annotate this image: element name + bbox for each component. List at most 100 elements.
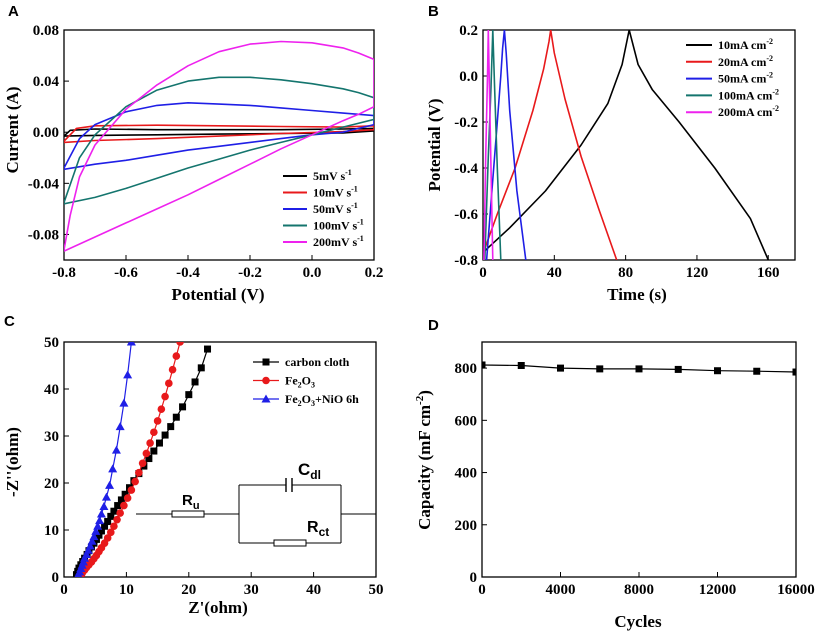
data-point-c (101, 522, 109, 530)
data-point-d (753, 367, 761, 375)
legend-label-b: 200mA cm-2 (718, 104, 779, 119)
plot-area-d: 0 4000 8000 12000 16000 800 600 400 200 0 (455, 341, 815, 598)
x-tick-label: 0 (478, 582, 486, 598)
data-point-c (172, 413, 180, 421)
y-axis-label-b: Potential (V) (425, 98, 444, 191)
legend-label-b: 10mA cm-2 (718, 37, 773, 52)
data-point-c (81, 549, 91, 558)
data-point-c (153, 417, 162, 425)
data-point-c (126, 342, 136, 346)
x-tick-label: 0.2 (365, 265, 384, 281)
legend-label-b: 50mA cm-2 (718, 71, 773, 86)
data-point-c (96, 509, 106, 518)
data-point-d (596, 365, 604, 373)
y-tick-label: -0.4 (454, 161, 478, 177)
data-point-c (107, 528, 115, 537)
data-point-c (85, 541, 95, 550)
data-point-c (99, 502, 109, 510)
data-point-c (146, 439, 154, 447)
panel-letter-b: B (428, 3, 439, 20)
circuit-label-rct: Rct (307, 519, 329, 539)
y-tick-label: -0.2 (454, 115, 478, 131)
y-tick-label: 0.04 (33, 74, 60, 90)
x-tick-label: 20 (181, 582, 196, 598)
legend-label-b: 20mA cm-2 (718, 54, 773, 69)
series-group-b (483, 30, 770, 260)
data-point-c (107, 512, 115, 520)
data-point-d (557, 364, 564, 372)
x-tick-label: -0.6 (114, 265, 138, 281)
data-point-c (185, 391, 193, 399)
x-tick-label: 80 (618, 265, 633, 281)
plot-area-a: -0.8 -0.6 -0.4 -0.2 0.0 0.2 0.08 0.04 0.00 -0.04 -… (28, 23, 384, 281)
x-axis-label-d: Cycles (614, 612, 662, 631)
legend-c: carbon cloth Fe2O3 Fe2O3+NiO 6h (253, 355, 359, 408)
data-point-c (121, 490, 129, 498)
data-point-c (103, 534, 112, 542)
data-point-c (161, 392, 169, 401)
y-tick-label: -0.6 (454, 207, 478, 223)
series-line-b-1 (484, 30, 618, 260)
legend-marker-c (262, 376, 270, 385)
legend-label-b: 100mA cm-2 (718, 87, 779, 102)
x-axis-label-a: Potential (V) (171, 285, 264, 304)
data-point-c (157, 405, 166, 414)
panel-letter-c: C (4, 313, 15, 330)
data-point-c (110, 507, 118, 515)
legend-label-a: 10mV s-1 (313, 185, 358, 200)
x-tick-label: 0.0 (303, 265, 322, 281)
y-tick-label: 0.00 (33, 125, 59, 141)
y-tick-label: 10 (44, 523, 59, 539)
data-point-c (116, 509, 124, 517)
data-point-c (197, 364, 205, 372)
data-point-c (165, 379, 173, 388)
data-point-d (517, 362, 525, 369)
plot-area-c: 0 10 20 30 40 50 50 40 30 20 10 0 (44, 335, 384, 598)
data-point-c (123, 494, 132, 502)
series-line-b-0 (484, 30, 770, 260)
data-point-c (89, 532, 99, 541)
data-point-c (115, 422, 125, 431)
circuit-label-cdl: Cdl (298, 460, 321, 482)
y-tick-label: 400 (455, 466, 478, 482)
data-point-c (123, 370, 133, 379)
series-line-a-0 (64, 127, 374, 137)
panel-a: -0.8 -0.6 -0.4 -0.2 0.0 0.2 0.08 0.04 0.00 -0.04 -… (3, 23, 383, 304)
data-point-c (113, 515, 121, 524)
data-point-c (145, 455, 153, 463)
data-point-c (135, 468, 143, 477)
panel-letter-d: D (428, 317, 439, 334)
data-point-c (108, 464, 118, 473)
data-point-c (138, 459, 147, 468)
y-tick-label: 0.0 (459, 69, 478, 85)
data-point-c (168, 365, 177, 374)
y-tick-label: 0.2 (459, 23, 478, 39)
legend-marker-c (262, 358, 270, 366)
data-point-c (150, 447, 158, 455)
data-point-c (114, 502, 122, 510)
x-axis-label-b: Time (s) (607, 285, 667, 304)
y-tick-label: 40 (44, 382, 59, 398)
y-tick-label: 20 (44, 476, 59, 492)
data-point-c (167, 423, 175, 431)
y-tick-label: 0 (52, 570, 60, 586)
data-point-c (104, 518, 112, 526)
legend-label-c: Fe2O3 (285, 374, 315, 390)
y-tick-label: 0 (470, 570, 478, 586)
data-point-c (95, 531, 103, 539)
data-point-d (674, 365, 682, 373)
series-group-c (72, 342, 212, 577)
plot-area-b: 0 40 80 120 160 0.2 0.0 -0.2 -0.4 -0.6 -0.8 (454, 23, 796, 281)
data-point-c (155, 439, 163, 447)
legend-marker-c (261, 394, 271, 403)
data-point-c (204, 345, 212, 353)
x-tick-label: 4000 (546, 582, 576, 598)
data-point-c (142, 449, 151, 458)
x-tick-label: 50 (369, 582, 384, 598)
data-point-c (191, 378, 199, 386)
data-point-d (792, 368, 796, 376)
legend-label-a: 50mV s-1 (313, 201, 358, 216)
data-point-c (95, 516, 105, 525)
